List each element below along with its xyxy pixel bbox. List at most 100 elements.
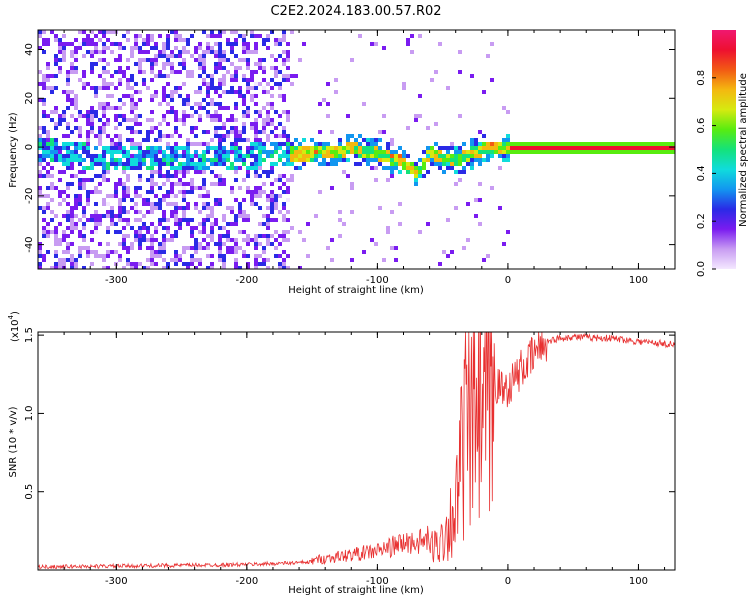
- heatmap-cell: [282, 190, 286, 194]
- heatmap-cell: [70, 150, 74, 154]
- heatmap-cell: [198, 114, 202, 118]
- heatmap-cell: [498, 142, 502, 146]
- heatmap-cell: [214, 114, 218, 118]
- heatmap-cell: [278, 234, 282, 238]
- heatmap-cell: [242, 250, 246, 254]
- heatmap-cell: [294, 74, 298, 78]
- bottom-x-tick-label: 0: [505, 576, 511, 587]
- heatmap-cell: [178, 190, 182, 194]
- heatmap-cell: [74, 66, 78, 70]
- heatmap-cell: [586, 146, 590, 150]
- heatmap-cell: [370, 142, 374, 146]
- heatmap-cell: [54, 254, 58, 258]
- heatmap-cell: [78, 130, 82, 134]
- heatmap-cell: [222, 126, 226, 130]
- colorbar-label: Normalized spectral amplitude: [738, 73, 749, 227]
- heatmap-cell: [114, 106, 118, 110]
- heatmap-cell: [198, 102, 202, 106]
- heatmap-cell: [374, 154, 378, 158]
- heatmap-cell: [570, 142, 574, 146]
- heatmap-cell: [466, 154, 470, 158]
- heatmap-cell: [130, 246, 134, 250]
- heatmap-cell: [74, 70, 78, 74]
- heatmap-cell: [186, 190, 190, 194]
- heatmap-cell: [102, 34, 106, 38]
- heatmap-cell: [138, 174, 142, 178]
- heatmap-cell: [346, 142, 350, 146]
- heatmap-cell: [222, 258, 226, 262]
- heatmap-cell: [286, 74, 290, 78]
- heatmap-cell: [562, 150, 566, 154]
- heatmap-cell: [70, 50, 74, 54]
- heatmap-cell: [50, 142, 54, 146]
- heatmap-cell: [258, 242, 262, 246]
- heatmap-cell: [250, 126, 254, 130]
- heatmap-cell: [210, 86, 214, 90]
- heatmap-cell: [286, 218, 290, 222]
- heatmap-cell: [426, 158, 430, 162]
- heatmap-cell: [254, 254, 258, 258]
- heatmap-cell: [106, 266, 110, 269]
- heatmap-cell: [102, 158, 106, 162]
- heatmap-cell: [282, 58, 286, 62]
- heatmap-cell: [278, 266, 282, 269]
- heatmap-cell: [322, 158, 326, 162]
- heatmap-cell: [250, 202, 254, 206]
- heatmap-cell: [150, 58, 154, 62]
- heatmap-cell: [38, 146, 42, 150]
- heatmap-cell: [270, 78, 274, 82]
- heatmap-cell: [146, 166, 150, 170]
- heatmap-cell: [190, 234, 194, 238]
- heatmap-cell: [294, 154, 298, 158]
- heatmap-cell: [54, 230, 58, 234]
- heatmap-cell: [210, 146, 214, 150]
- heatmap-cell: [298, 158, 302, 162]
- heatmap-cell: [214, 154, 218, 158]
- heatmap-cell: [134, 234, 138, 238]
- heatmap-cell: [206, 242, 210, 246]
- heatmap-cell: [534, 150, 538, 154]
- heatmap-cell: [94, 218, 98, 222]
- heatmap-cell: [326, 246, 330, 250]
- heatmap-cell: [446, 146, 450, 150]
- heatmap-cell: [126, 194, 130, 198]
- heatmap-cell: [122, 102, 126, 106]
- heatmap-cell: [98, 154, 102, 158]
- heatmap-cell: [262, 234, 266, 238]
- heatmap-cell: [110, 158, 114, 162]
- heatmap-cell: [158, 166, 162, 170]
- heatmap-cell: [282, 34, 286, 38]
- heatmap-cell: [142, 70, 146, 74]
- heatmap-cell: [158, 218, 162, 222]
- heatmap-cell: [242, 58, 246, 62]
- heatmap-cell: [274, 230, 278, 234]
- heatmap-cell: [86, 50, 90, 54]
- heatmap-cell: [270, 218, 274, 222]
- heatmap-cell: [282, 78, 286, 82]
- heatmap-cell: [98, 130, 102, 134]
- heatmap-cell: [86, 218, 90, 222]
- heatmap-cell: [286, 150, 290, 154]
- heatmap-cell: [74, 58, 78, 62]
- heatmap-cell: [214, 50, 218, 54]
- heatmap-cell: [270, 30, 274, 34]
- heatmap-cell: [58, 158, 62, 162]
- heatmap-cell: [78, 254, 82, 258]
- heatmap-cell: [238, 154, 242, 158]
- heatmap-cell: [134, 218, 138, 222]
- heatmap-cell: [38, 158, 42, 162]
- heatmap-cell: [506, 154, 510, 158]
- heatmap-cell: [330, 186, 334, 190]
- heatmap-cell: [218, 102, 222, 106]
- heatmap-cell: [258, 114, 262, 118]
- heatmap-cell: [334, 158, 338, 162]
- heatmap-cell: [98, 86, 102, 90]
- heatmap-cell: [274, 206, 278, 210]
- heatmap-cell: [170, 62, 174, 66]
- heatmap-cell: [626, 146, 630, 150]
- heatmap-cell: [386, 142, 390, 146]
- heatmap-cell: [166, 54, 170, 58]
- heatmap-cell: [454, 158, 458, 162]
- heatmap-cell: [278, 186, 282, 190]
- heatmap-cell: [130, 206, 134, 210]
